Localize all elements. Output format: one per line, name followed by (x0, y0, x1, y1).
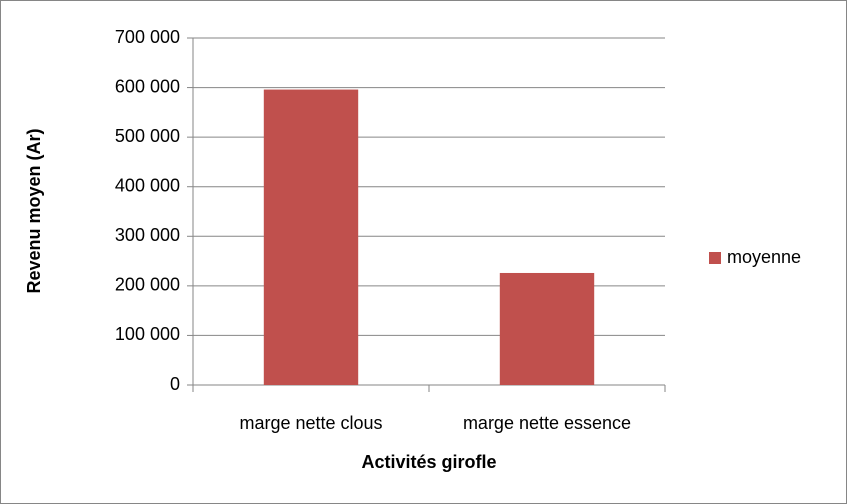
y-tick-label: 600 000 (115, 76, 180, 96)
y-tick-label: 500 000 (115, 126, 180, 146)
y-tick-label: 100 000 (115, 324, 180, 344)
y-tick-label: 300 000 (115, 225, 180, 245)
y-tick-label: 0 (170, 374, 180, 394)
x-tick-label: marge nette essence (463, 413, 631, 433)
y-tick-label: 200 000 (115, 275, 180, 295)
x-tick-label: marge nette clous (239, 413, 382, 433)
y-axis-title: Revenu moyen (Ar) (24, 128, 44, 293)
legend-swatch (709, 252, 721, 264)
y-tick-label: 700 000 (115, 27, 180, 47)
legend-label: moyenne (727, 247, 801, 267)
bar (499, 272, 595, 385)
bar (263, 89, 359, 385)
y-tick-label: 400 000 (115, 175, 180, 195)
x-axis-title: Activités girofle (361, 452, 496, 472)
